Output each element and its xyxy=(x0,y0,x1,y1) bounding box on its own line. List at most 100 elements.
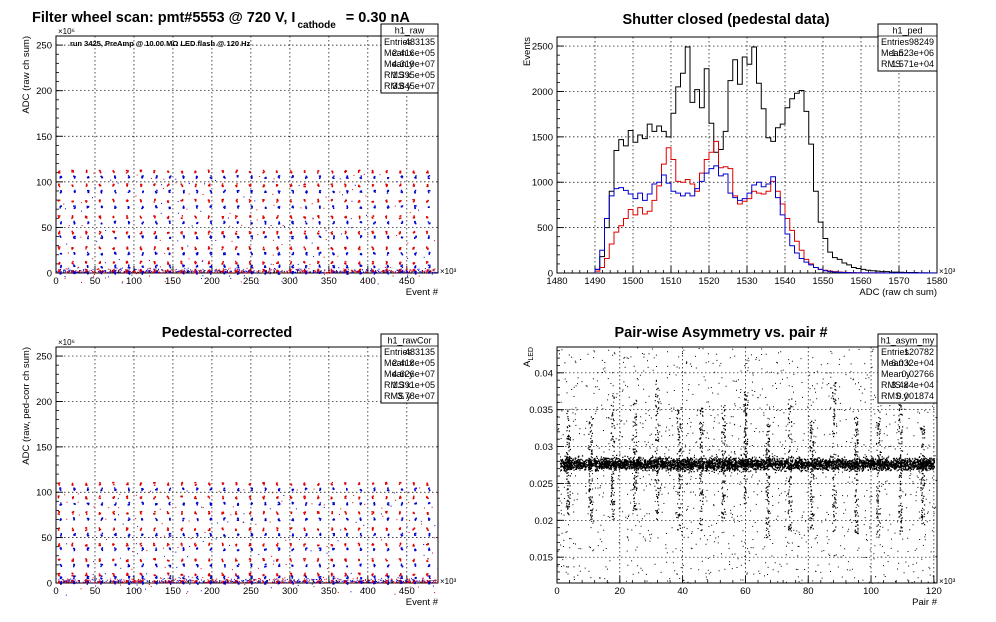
data-point xyxy=(317,183,319,185)
data-point xyxy=(357,272,359,274)
data-point xyxy=(223,221,226,224)
data-point xyxy=(298,269,300,271)
data-point xyxy=(99,559,102,562)
data-point xyxy=(292,271,295,273)
data-point xyxy=(166,263,169,265)
data-point xyxy=(293,272,295,274)
data-point xyxy=(127,264,130,267)
data-point xyxy=(303,270,305,273)
data-point xyxy=(292,221,294,223)
data-point xyxy=(155,269,157,271)
data-point xyxy=(126,512,128,515)
data-point xyxy=(303,232,306,235)
data-point xyxy=(277,200,279,202)
data-point xyxy=(396,272,398,274)
data-point xyxy=(98,558,101,561)
data-point xyxy=(290,268,292,271)
data-point xyxy=(264,252,267,254)
data-point xyxy=(292,579,294,581)
data-point xyxy=(170,270,172,272)
data-point xyxy=(72,575,74,577)
data-point xyxy=(413,216,415,218)
data-point xyxy=(249,544,252,546)
data-point xyxy=(399,577,401,579)
data-point xyxy=(125,527,128,529)
data-point xyxy=(390,580,392,582)
data-point xyxy=(91,582,93,584)
data-point xyxy=(427,172,429,174)
data-point xyxy=(401,271,403,273)
data-point xyxy=(139,580,141,582)
data-point xyxy=(318,223,321,225)
data-point xyxy=(195,558,197,560)
data-point xyxy=(155,206,157,208)
data-point xyxy=(366,214,368,216)
data-point xyxy=(344,582,346,584)
data-point xyxy=(87,205,90,208)
data-point xyxy=(431,580,433,582)
data-point xyxy=(194,261,197,264)
data-point xyxy=(421,580,423,582)
data-point xyxy=(115,581,117,583)
data-point xyxy=(68,225,70,227)
data-point xyxy=(195,559,197,562)
data-point xyxy=(345,215,347,218)
data-point xyxy=(269,521,271,523)
data-point xyxy=(324,579,326,581)
data-point xyxy=(344,184,347,187)
data-point xyxy=(208,574,211,576)
data-point xyxy=(208,200,210,202)
data-point xyxy=(385,271,387,273)
data-point xyxy=(161,184,163,186)
data-point xyxy=(186,270,188,272)
data-point xyxy=(169,270,171,272)
data-point xyxy=(66,243,68,245)
data-point xyxy=(115,237,117,239)
data-point xyxy=(222,231,225,233)
data-point xyxy=(112,271,114,273)
data-point xyxy=(60,190,62,192)
data-point xyxy=(167,484,170,486)
data-point xyxy=(426,232,428,235)
data-point xyxy=(222,573,224,576)
data-point xyxy=(428,269,430,271)
data-point xyxy=(387,236,390,239)
data-point xyxy=(98,527,101,529)
data-point xyxy=(91,197,93,199)
data-point xyxy=(304,200,306,202)
data-point xyxy=(360,221,363,224)
data-point xyxy=(99,271,101,274)
data-point xyxy=(388,206,390,208)
data-point xyxy=(71,574,73,577)
data-point xyxy=(112,559,114,562)
data-point xyxy=(271,581,273,583)
data-point xyxy=(305,251,308,254)
data-point xyxy=(98,580,100,582)
data-point xyxy=(413,199,415,201)
data-point xyxy=(111,270,113,272)
data-point xyxy=(154,266,157,268)
data-point xyxy=(420,581,422,583)
data-point xyxy=(304,216,306,218)
data-point xyxy=(393,581,395,583)
data-point xyxy=(249,261,251,263)
data-point xyxy=(426,170,429,172)
data-point xyxy=(222,232,224,235)
data-point xyxy=(364,229,366,231)
data-point xyxy=(187,245,189,247)
data-point xyxy=(346,252,349,254)
data-point xyxy=(99,270,102,272)
data-point xyxy=(222,496,224,498)
data-point xyxy=(84,215,87,218)
data-point xyxy=(126,217,129,219)
data-point xyxy=(276,246,279,248)
data-point xyxy=(58,170,60,173)
data-point xyxy=(71,271,73,273)
data-point xyxy=(373,176,375,178)
data-point xyxy=(103,270,105,272)
data-point xyxy=(185,579,187,581)
data-point xyxy=(318,265,321,267)
data-point xyxy=(297,581,299,583)
data-point xyxy=(292,253,294,256)
data-point xyxy=(186,580,188,582)
